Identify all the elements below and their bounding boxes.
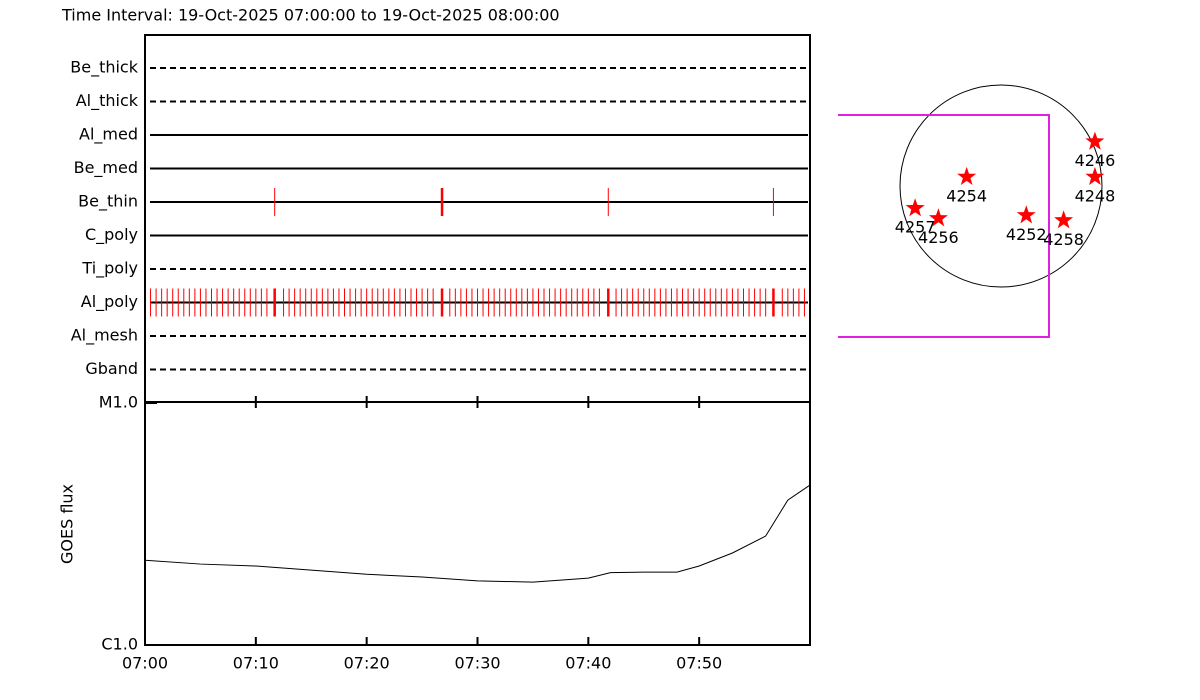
region-star	[957, 166, 977, 185]
row-label: Be_med	[74, 158, 138, 178]
row-label: Al_mesh	[71, 326, 138, 346]
x-tick-label: 07:00	[122, 654, 168, 673]
region-label: 4257	[895, 218, 936, 237]
region-star	[1085, 166, 1105, 185]
region-star	[1054, 210, 1074, 229]
row-label: Ti_poly	[81, 259, 138, 279]
row-label: Be_thick	[70, 58, 138, 78]
row-label: Be_thin	[78, 192, 138, 212]
region-label: 4246	[1075, 151, 1116, 170]
region-star	[1085, 131, 1105, 150]
x-tick-label: 07:50	[676, 654, 722, 673]
timeline-frame	[144, 34, 811, 403]
row-label: Al_poly	[81, 292, 138, 312]
region-star	[1016, 205, 1036, 224]
region-star	[928, 208, 948, 227]
x-tick-label: 07:20	[344, 654, 390, 673]
row-label: Al_med	[79, 125, 138, 145]
row-label: Al_thick	[76, 91, 139, 111]
region-star	[905, 198, 925, 217]
region-label: 4258	[1043, 230, 1084, 249]
region-label: 4256	[918, 228, 959, 247]
row-label: C_poly	[85, 225, 138, 245]
y-tick-label: M1.0	[99, 393, 138, 412]
region-label: 4248	[1075, 186, 1116, 205]
goes-frame	[144, 401, 811, 646]
fov-box	[838, 114, 1050, 338]
region-label: 4252	[1006, 225, 1047, 244]
x-tick-label: 07:30	[454, 654, 500, 673]
title: Time Interval: 19-Oct-2025 07:00:00 to 1…	[61, 6, 560, 25]
row-label: Gband	[85, 359, 138, 378]
x-tick-label: 07:10	[233, 654, 279, 673]
region-label: 4254	[946, 186, 987, 205]
goes-curve	[144, 484, 811, 583]
x-tick-label: 07:40	[565, 654, 611, 673]
solar-disk	[899, 84, 1103, 288]
y-tick-label: C1.0	[101, 635, 138, 654]
y-axis-label: GOES flux	[58, 484, 77, 564]
